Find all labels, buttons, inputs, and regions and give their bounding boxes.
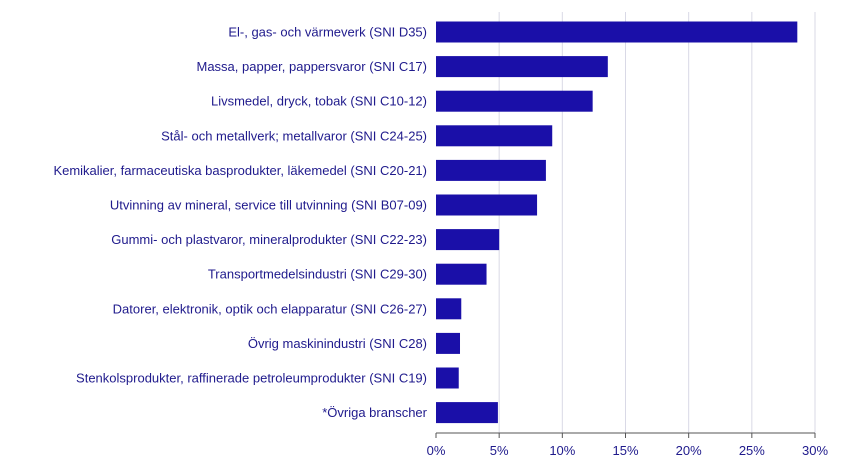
tick-label: 0%	[427, 443, 446, 458]
category-label: Livsmedel, dryck, tobak (SNI C10-12)	[211, 94, 427, 109]
bar	[436, 159, 546, 181]
category-label: Utvinning av mineral, service till utvin…	[110, 198, 427, 213]
bar	[436, 367, 459, 389]
category-label: Kemikalier, farmaceutiska basprodukter, …	[53, 163, 427, 178]
category-label: El-, gas- och värmeverk (SNI D35)	[228, 25, 427, 40]
category-label: Datorer, elektronik, optik och elapparat…	[113, 301, 427, 316]
category-labels: El-, gas- och värmeverk (SNI D35) Massa, …	[53, 25, 427, 421]
bar	[436, 298, 462, 320]
bar	[436, 229, 500, 251]
tick-label: 5%	[490, 443, 509, 458]
bar	[436, 194, 538, 216]
tick-label: 10%	[549, 443, 575, 458]
bar	[436, 402, 498, 424]
bar	[436, 90, 593, 112]
grid-lines	[498, 12, 816, 433]
category-label: Stål- och metallverk; metallvaror (SNI C…	[161, 128, 427, 143]
bar	[436, 21, 798, 43]
category-label: Gummi- och plastvaror, mineralprodukter …	[111, 232, 427, 247]
category-label: Övrig maskinindustri (SNI C28)	[248, 336, 427, 351]
category-label: Stenkolsprodukter, raffinerade petroleum…	[76, 371, 427, 386]
category-label: Transportmedelsindustri (SNI C29-30)	[208, 267, 427, 282]
tick-label: 25%	[739, 443, 765, 458]
tick-label: 20%	[676, 443, 702, 458]
bar	[436, 125, 553, 147]
category-label: Massa, papper, pappersvaror (SNI C17)	[197, 59, 428, 74]
bar	[436, 56, 608, 78]
bar	[436, 332, 461, 354]
x-axis-ticks: 0% 5% 10% 15% 20% 25% 30%	[427, 433, 828, 458]
bar-series	[436, 21, 798, 424]
tick-label: 15%	[612, 443, 638, 458]
bar	[436, 263, 487, 285]
category-label: *Övriga branscher	[322, 405, 427, 420]
tick-label: 30%	[802, 443, 828, 458]
